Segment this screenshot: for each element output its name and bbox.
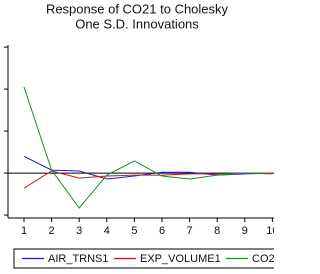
x-tick-label: 7 — [187, 225, 193, 237]
series-line — [23, 86, 273, 209]
chart-title: Response of CO21 to Cholesky — [46, 1, 229, 16]
x-tick-label: 2 — [49, 225, 55, 237]
legend-label: EXP_VOLUME1 — [140, 253, 221, 265]
legend-box — [13, 248, 274, 269]
x-tick-label: 6 — [159, 225, 165, 237]
x-tick-label: 8 — [214, 225, 220, 237]
series-line — [23, 170, 273, 189]
x-tick-label: 1 — [21, 225, 27, 237]
legend-label: CO2 — [252, 253, 274, 265]
x-tick-label: 10 — [266, 225, 274, 237]
x-tick-label: 4 — [104, 225, 110, 237]
chart-subtitle: One S.D. Innovations — [75, 16, 199, 31]
page: {"chart_data": {"type": "line", "title":… — [4, 1, 274, 269]
legend-label: AIR_TRNS1 — [48, 253, 109, 265]
x-tick-label: 9 — [242, 225, 248, 237]
x-tick-label: 3 — [76, 225, 82, 237]
x-tick-label: 5 — [131, 225, 137, 237]
chart: Response of CO21 to Cholesky One S.D. In… — [4, 1, 274, 269]
